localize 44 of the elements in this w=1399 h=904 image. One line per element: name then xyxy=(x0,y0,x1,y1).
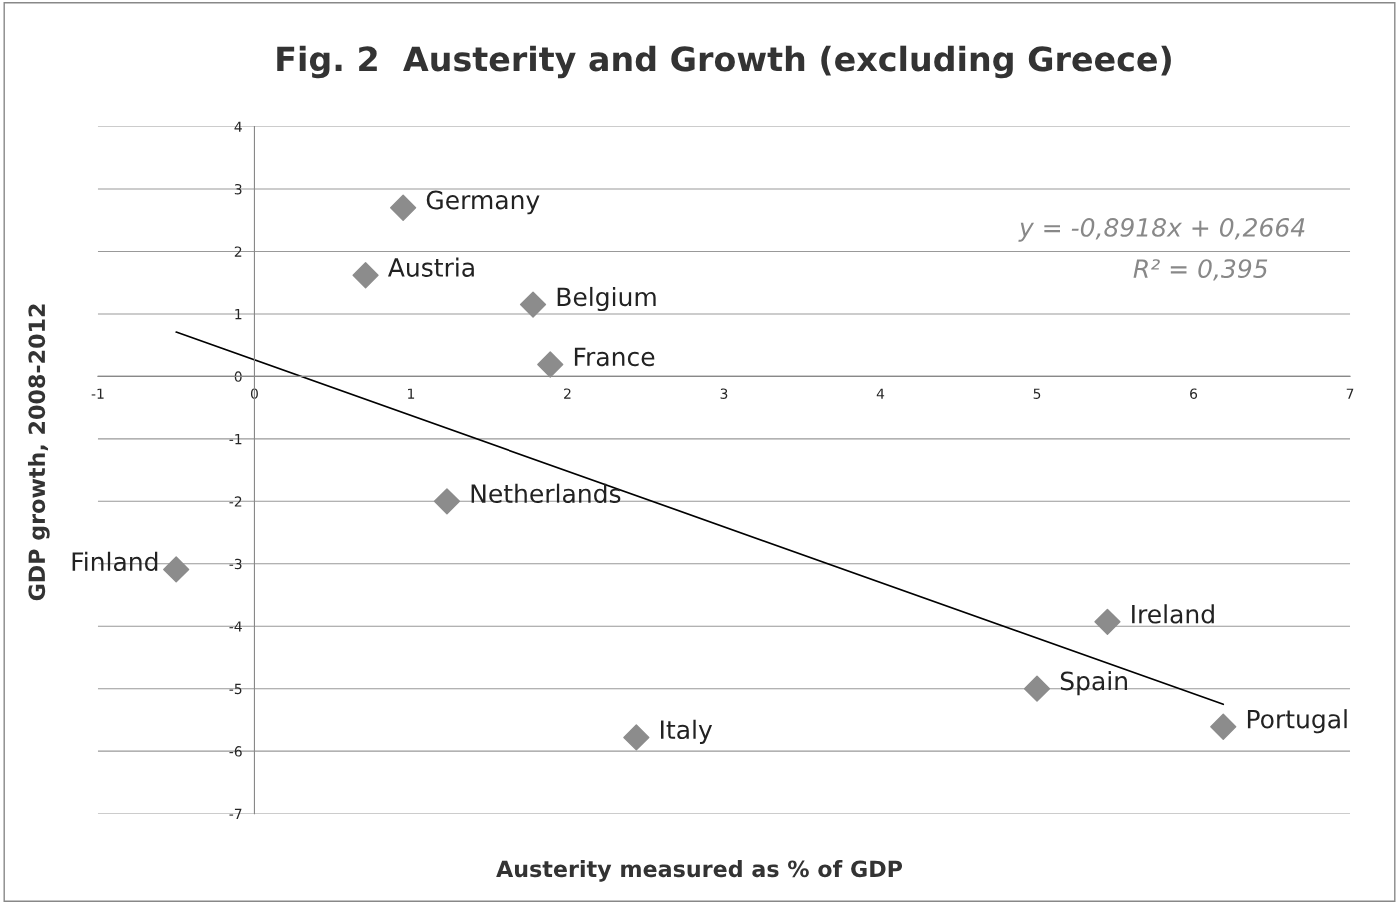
annotation: France xyxy=(574,347,655,367)
y-axis-title: GDP growth, 2008-2012 xyxy=(27,304,50,601)
y-tick-label: 1 xyxy=(235,309,242,320)
y-tick-label: -1 xyxy=(229,434,242,445)
x-tick-label: 2 xyxy=(564,388,571,399)
annotation: Italy xyxy=(661,719,713,744)
y-tick-label: 4 xyxy=(234,121,242,132)
y-tick-label: -7 xyxy=(229,808,242,819)
annotation: Portugal xyxy=(1247,709,1347,734)
y-tick-label: -5 xyxy=(229,683,242,695)
y-tick-label: -4 xyxy=(229,621,242,632)
annotation: Spain xyxy=(1060,671,1127,696)
chart-title: Fig. 2 Austerity and Growth (excluding Greece) xyxy=(277,45,1171,79)
y-tick-label: 2 xyxy=(234,246,242,257)
annotation: R² = 0,395 xyxy=(1133,259,1268,281)
y-tick-label: 3 xyxy=(234,183,242,195)
annotation: Germany xyxy=(426,190,540,215)
annotation: Austria xyxy=(387,257,474,277)
point xyxy=(390,194,417,221)
x-axis-title: Austerity measured as % of GDP xyxy=(496,859,903,882)
x-tick-label: 1 xyxy=(408,388,415,399)
annotation: Netherlands xyxy=(471,483,621,504)
x-tick-label: 6 xyxy=(1190,388,1198,399)
point xyxy=(1094,608,1121,635)
point xyxy=(163,556,190,583)
y-tick-label: -3 xyxy=(229,558,242,570)
point xyxy=(1210,713,1237,740)
y-tick-label: -2 xyxy=(229,496,242,507)
x-tick-label: 7 xyxy=(1346,388,1354,399)
point xyxy=(352,262,379,289)
point xyxy=(1023,675,1051,702)
point xyxy=(433,488,461,515)
x-tick-label: 4 xyxy=(876,388,885,399)
annotation: Ireland xyxy=(1132,604,1214,624)
point xyxy=(623,724,650,751)
point xyxy=(537,351,564,378)
y-tick-label: -6 xyxy=(229,746,242,757)
annotation: y = -0,8918x + 0,2664 xyxy=(1018,217,1305,242)
x-tick-label: 3 xyxy=(720,388,728,399)
point xyxy=(519,291,547,318)
x-tick-label: -1 xyxy=(91,388,104,399)
annotation: Finland xyxy=(72,551,158,572)
annotation: Belgium xyxy=(557,286,656,312)
x-tick-label: 5 xyxy=(1033,388,1041,399)
